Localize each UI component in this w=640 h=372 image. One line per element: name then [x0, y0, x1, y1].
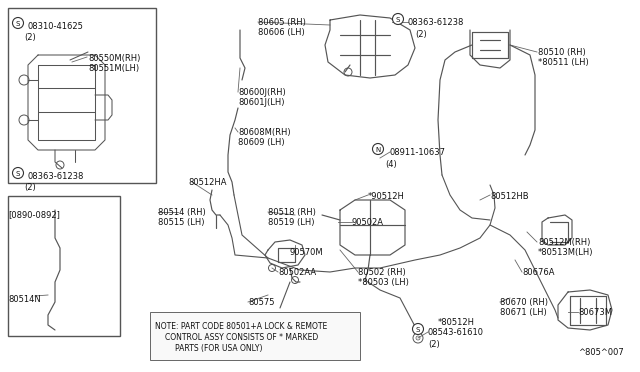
Text: *80513M(LH): *80513M(LH)	[538, 248, 593, 257]
Text: S: S	[416, 327, 420, 333]
Text: 08911-10637: 08911-10637	[390, 148, 446, 157]
Text: NOTE: PART CODE 80501+A LOCK & REMOTE: NOTE: PART CODE 80501+A LOCK & REMOTE	[155, 322, 327, 331]
Text: 80550M(RH): 80550M(RH)	[88, 54, 140, 63]
Text: [0890-0892]: [0890-0892]	[8, 210, 60, 219]
Text: S: S	[396, 16, 400, 22]
Text: *90512H: *90512H	[368, 192, 405, 201]
Text: (2): (2)	[415, 30, 427, 39]
Bar	[8, 8, 156, 183]
Text: (2): (2)	[24, 183, 36, 192]
Text: S: S	[16, 170, 20, 176]
Text: 80519 (LH): 80519 (LH)	[268, 218, 314, 227]
Text: 90570M: 90570M	[290, 248, 324, 257]
Text: 80605 (RH): 80605 (RH)	[258, 18, 306, 27]
Text: 80502 (RH): 80502 (RH)	[358, 268, 406, 277]
Text: 80601J(LH): 80601J(LH)	[238, 98, 285, 107]
Text: *80512H: *80512H	[438, 318, 475, 327]
Text: N: N	[376, 147, 381, 153]
Text: 80600J(RH): 80600J(RH)	[238, 88, 285, 97]
Text: 80608M(RH): 80608M(RH)	[238, 128, 291, 137]
Text: 08543-61610: 08543-61610	[428, 328, 484, 337]
Text: 80671 (LH): 80671 (LH)	[500, 308, 547, 317]
Text: 80673M: 80673M	[578, 308, 612, 317]
Circle shape	[392, 13, 403, 25]
Text: *80511 (LH): *80511 (LH)	[538, 58, 589, 67]
Circle shape	[13, 17, 24, 29]
Text: 08363-61238: 08363-61238	[408, 18, 465, 27]
Text: 80575: 80575	[248, 298, 275, 307]
Text: 80676A: 80676A	[522, 268, 554, 277]
Text: 08310-41625: 08310-41625	[28, 22, 84, 31]
Text: 80510 (RH): 80510 (RH)	[538, 48, 586, 57]
Text: 80512HA: 80512HA	[188, 178, 227, 187]
Text: S: S	[16, 20, 20, 26]
Bar	[150, 312, 360, 360]
Text: ^805^007: ^805^007	[578, 348, 624, 357]
Text: (2): (2)	[24, 33, 36, 42]
Text: CONTROL ASSY CONSISTS OF * MARKED: CONTROL ASSY CONSISTS OF * MARKED	[165, 333, 318, 342]
Text: 80551M(LH): 80551M(LH)	[88, 64, 139, 73]
Text: 80512HB: 80512HB	[490, 192, 529, 201]
Text: 80515 (LH): 80515 (LH)	[158, 218, 205, 227]
Text: 80609 (LH): 80609 (LH)	[238, 138, 285, 147]
Text: (4): (4)	[385, 160, 397, 169]
Bar	[8, 196, 120, 336]
Text: *80503 (LH): *80503 (LH)	[358, 278, 409, 287]
Circle shape	[413, 324, 424, 334]
Text: PARTS (FOR USA ONLY): PARTS (FOR USA ONLY)	[175, 344, 262, 353]
Text: 80502AA: 80502AA	[278, 268, 316, 277]
Text: 08363-61238: 08363-61238	[28, 172, 84, 181]
Text: 80512M(RH): 80512M(RH)	[538, 238, 590, 247]
Text: 90502A: 90502A	[352, 218, 384, 227]
Text: 80514N: 80514N	[8, 295, 41, 304]
Text: 80606 (LH): 80606 (LH)	[258, 28, 305, 37]
Circle shape	[372, 144, 383, 154]
Circle shape	[13, 167, 24, 179]
Text: 80670 (RH): 80670 (RH)	[500, 298, 548, 307]
Text: 80518 (RH): 80518 (RH)	[268, 208, 316, 217]
Text: (2): (2)	[428, 340, 440, 349]
Text: 80514 (RH): 80514 (RH)	[158, 208, 205, 217]
